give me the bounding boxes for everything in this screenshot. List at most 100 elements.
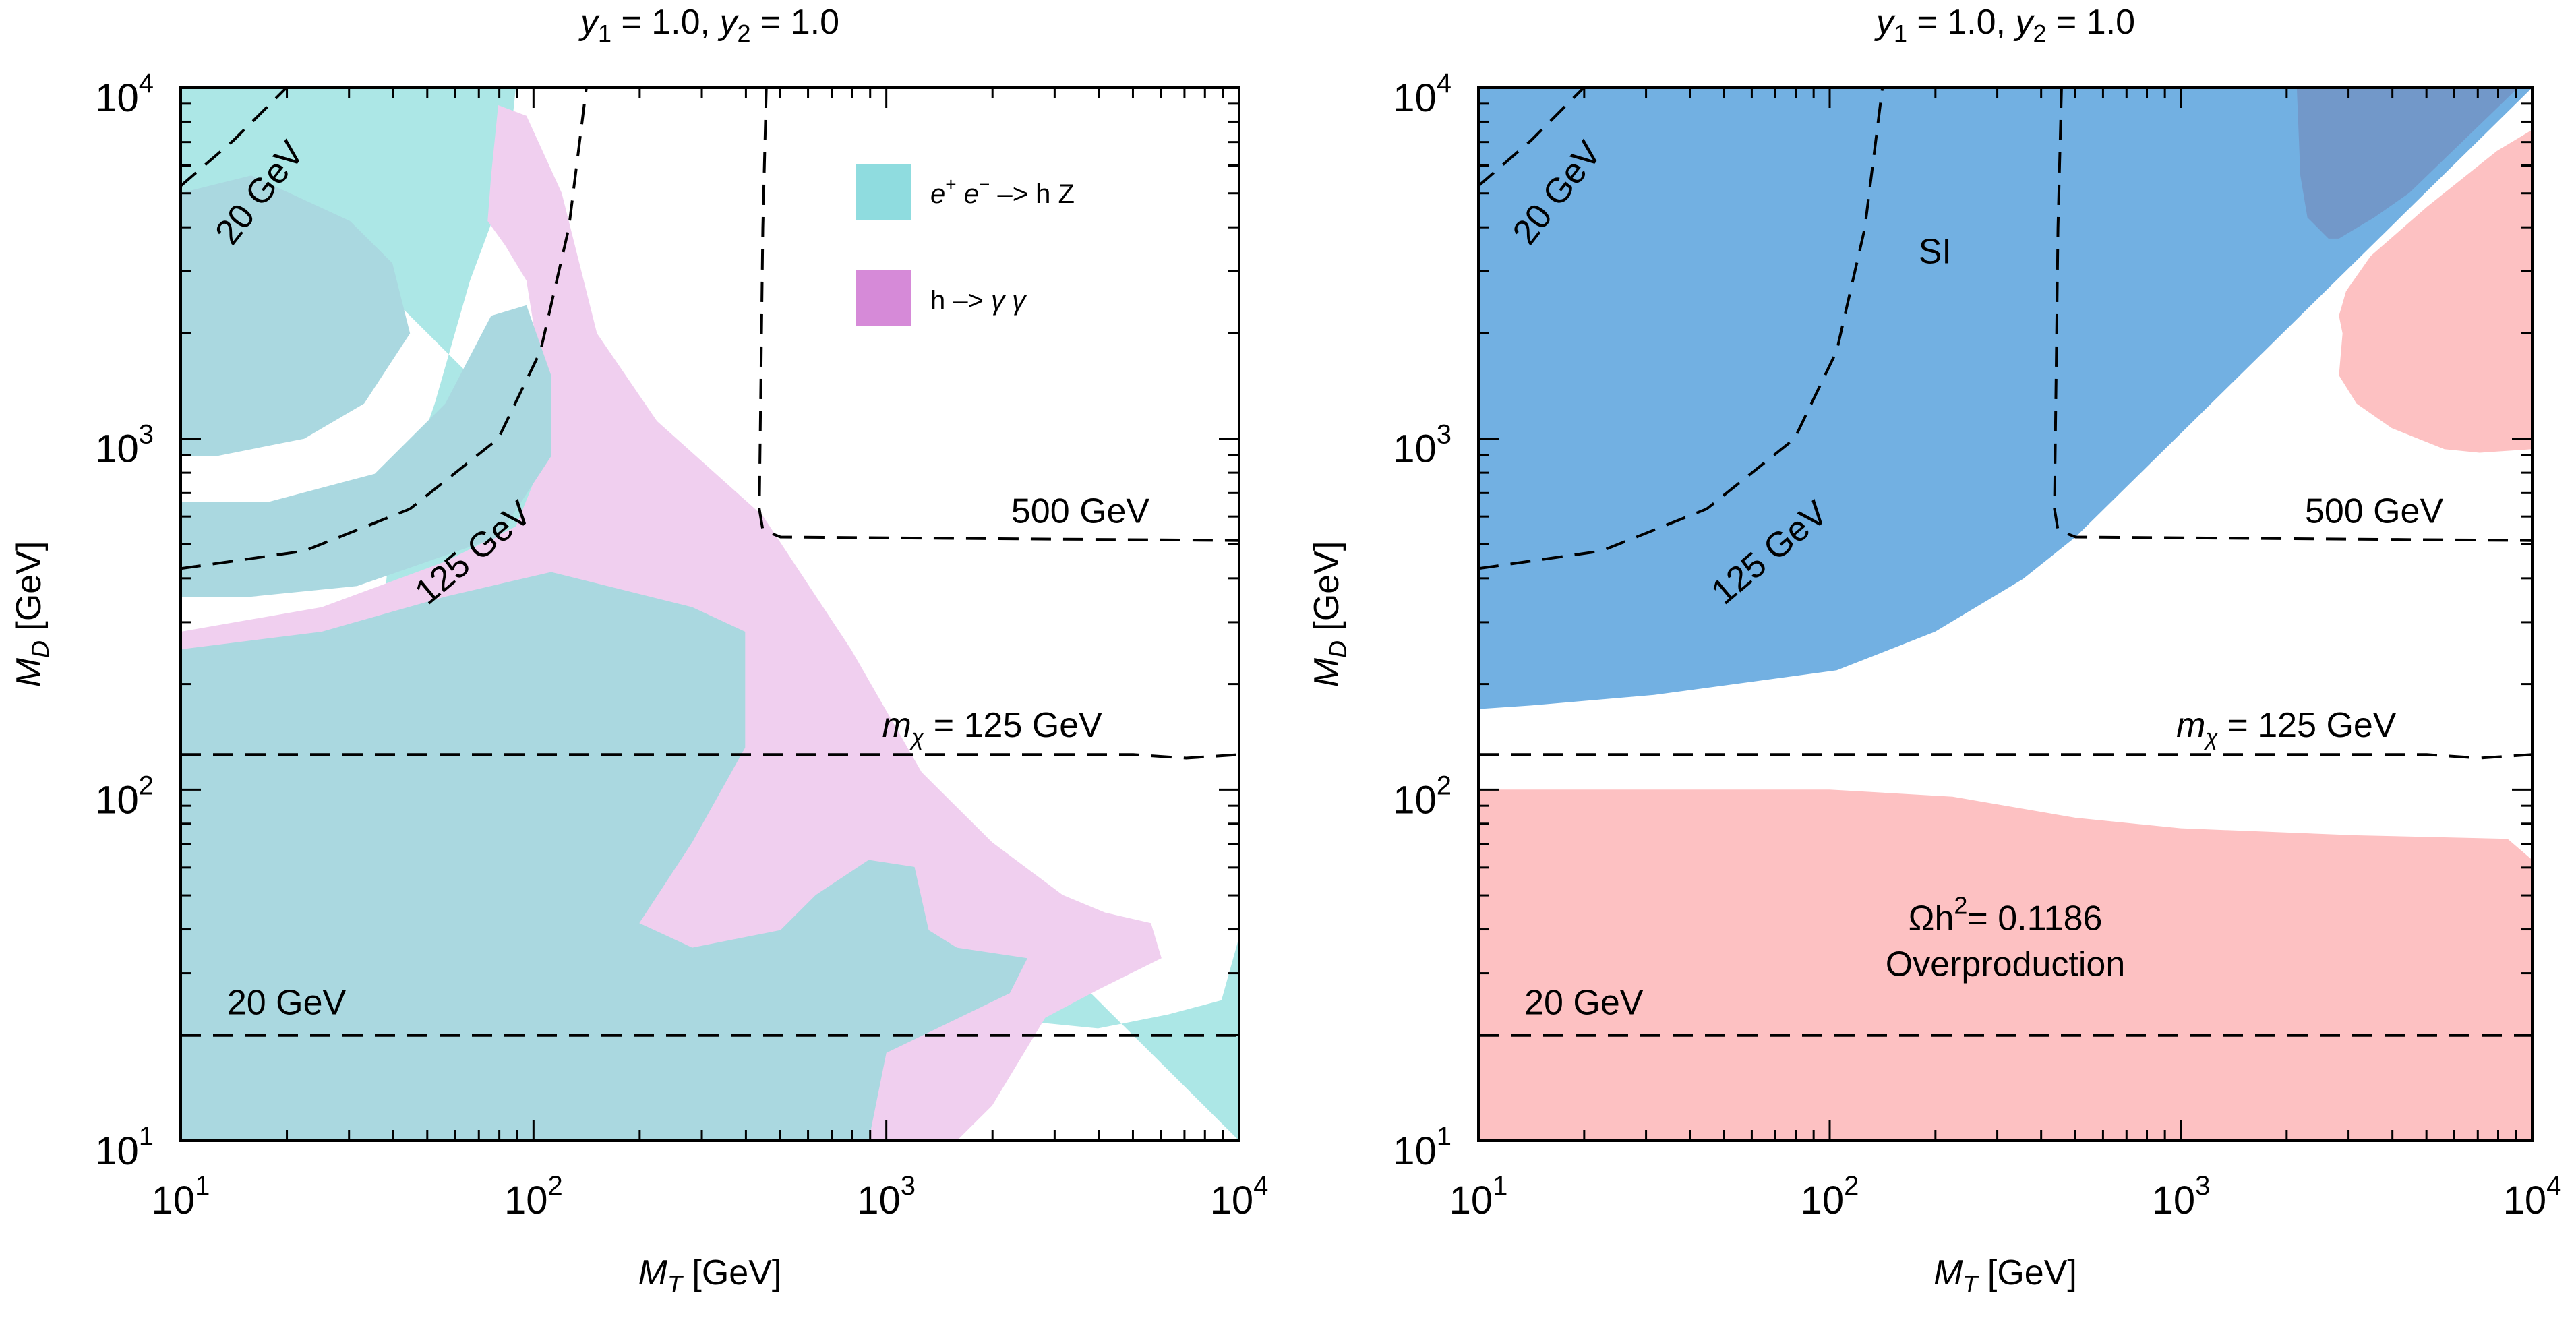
text-part: χ bbox=[2203, 725, 2219, 750]
text-part: 1 bbox=[139, 1122, 154, 1151]
x-axis-label: MT [GeV] bbox=[1934, 1253, 2077, 1298]
text-part: M bbox=[1934, 1253, 1963, 1292]
panel-title: y1 = 1.0, y2 = 1.0 bbox=[1874, 3, 2135, 47]
text-part: T bbox=[1963, 1270, 1979, 1298]
legend-entry: h –> γ γ bbox=[856, 270, 1027, 326]
annotation-label: mχ = 125 GeV bbox=[2176, 706, 2397, 750]
text-part: 10 bbox=[2503, 1178, 2547, 1222]
legend-entry: e+ e− –> h Z bbox=[856, 164, 1075, 220]
annotation-label: 20 GeV bbox=[1524, 984, 1644, 1023]
text-part: y bbox=[578, 3, 600, 42]
text-part: 10 bbox=[95, 427, 139, 471]
annotation-label: 500 GeV bbox=[2305, 492, 2444, 531]
text-part: = 1.0, bbox=[1907, 3, 2015, 42]
y-tick-label: 101 bbox=[1393, 1122, 1451, 1173]
plot-frame bbox=[1477, 86, 2534, 1142]
ticks bbox=[179, 88, 1239, 1142]
text-part: 10 bbox=[95, 1129, 139, 1173]
y-axis-label: MD [GeV] bbox=[9, 541, 54, 688]
contour-20-gev bbox=[181, 88, 288, 187]
ticks bbox=[1477, 88, 2532, 1142]
text-part: 4 bbox=[1253, 1171, 1268, 1201]
text-part: y bbox=[2013, 3, 2035, 42]
text-part: 10 bbox=[1393, 76, 1437, 120]
text-part: T bbox=[667, 1270, 684, 1298]
contour-m-125-gev bbox=[181, 753, 1239, 760]
x-tick-label: 103 bbox=[2152, 1171, 2211, 1222]
contour-20-gev bbox=[1478, 88, 1585, 187]
text-part: 2 bbox=[2033, 20, 2046, 47]
x-tick-label: 101 bbox=[1449, 1171, 1508, 1222]
text-part: 2 bbox=[1844, 1171, 1859, 1201]
text-part: 4 bbox=[2546, 1171, 2561, 1201]
x-tick-label: 103 bbox=[857, 1171, 916, 1222]
y-tick-label: 103 bbox=[95, 420, 154, 471]
text-part: 1 bbox=[1493, 1171, 1507, 1201]
text-part: 2 bbox=[1954, 892, 1967, 920]
text-part: 10 bbox=[95, 76, 139, 120]
y-tick-label: 104 bbox=[1393, 69, 1451, 120]
text-part: 3 bbox=[901, 1171, 916, 1201]
text-part: y bbox=[717, 3, 739, 42]
text-part: 1 bbox=[598, 20, 611, 47]
text-part: 10 bbox=[152, 1178, 196, 1222]
text-part: 2 bbox=[737, 20, 750, 47]
y-tick-label: 101 bbox=[95, 1122, 154, 1173]
text-part: 10 bbox=[1210, 1178, 1254, 1222]
text-part: = 125 GeV bbox=[2218, 706, 2397, 745]
text-part: –> h Z bbox=[990, 179, 1075, 209]
text-part: 2 bbox=[1437, 771, 1451, 800]
text-part: D bbox=[26, 640, 54, 658]
annotation-label: Overproduction bbox=[1886, 945, 2126, 984]
contour-500-gev bbox=[2053, 88, 2532, 542]
text-part: y bbox=[1874, 3, 1896, 42]
x-tick-label: 104 bbox=[2503, 1171, 2562, 1222]
y-tick-label: 102 bbox=[95, 771, 154, 822]
text-part: 1 bbox=[1894, 20, 1907, 47]
y-axis-label: MD [GeV] bbox=[1307, 541, 1352, 688]
region-overlap-band-mid bbox=[181, 305, 551, 597]
text-part: D bbox=[1324, 640, 1352, 658]
text-part: 4 bbox=[139, 69, 154, 98]
y-tick-label: 104 bbox=[95, 69, 154, 120]
plot-area bbox=[181, 88, 1239, 1141]
text-part: 10 bbox=[504, 1178, 548, 1222]
text-part: [GeV] bbox=[1977, 1253, 2076, 1292]
text-part: M bbox=[9, 657, 49, 687]
text-part: − bbox=[979, 174, 990, 195]
text-part: m bbox=[882, 706, 911, 745]
text-part: 10 bbox=[1393, 1129, 1437, 1173]
text-part: 2 bbox=[139, 771, 154, 800]
text-part: M bbox=[638, 1253, 668, 1292]
panel-title: y1 = 1.0, y2 = 1.0 bbox=[578, 3, 839, 47]
text-part: 4 bbox=[1437, 69, 1451, 98]
x-tick-label: 101 bbox=[152, 1171, 210, 1222]
x-axis-label: MT [GeV] bbox=[638, 1253, 782, 1298]
contour-m-125-gev bbox=[1478, 753, 2532, 760]
text-part: m bbox=[2176, 706, 2205, 745]
text-part: 10 bbox=[857, 1178, 901, 1222]
text-part: e bbox=[957, 179, 979, 209]
region-overlap-bottom bbox=[181, 572, 1027, 1141]
text-part: [GeV] bbox=[1307, 541, 1346, 640]
region-overlap-region bbox=[181, 175, 411, 456]
text-part: + bbox=[945, 174, 956, 195]
contour-500-gev bbox=[758, 88, 1239, 542]
y-tick-label: 102 bbox=[1393, 771, 1451, 822]
legend-label: h –> γ γ bbox=[930, 286, 1027, 316]
x-tick-label: 102 bbox=[1801, 1171, 1859, 1222]
text-part: γ γ bbox=[991, 286, 1027, 316]
text-part: 3 bbox=[1437, 420, 1451, 450]
legend: e+ e− –> h Z h –> γ γ bbox=[856, 164, 1075, 326]
region-overproduction-lower bbox=[1478, 789, 2532, 1141]
annotation-label: SI bbox=[1919, 232, 1952, 271]
annotation-label: 20 GeV bbox=[227, 984, 347, 1023]
text-part: 2 bbox=[547, 1171, 562, 1201]
text-part: 1 bbox=[195, 1171, 210, 1201]
text-part: χ bbox=[909, 725, 925, 750]
text-part: [GeV] bbox=[9, 541, 49, 640]
text-part: 3 bbox=[139, 420, 154, 450]
text-part: 10 bbox=[2152, 1178, 2196, 1222]
